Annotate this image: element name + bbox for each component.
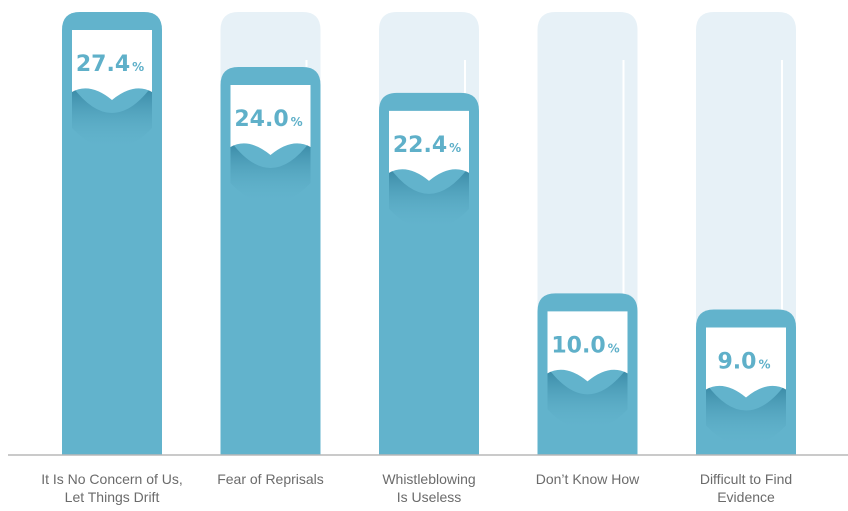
category-label-line: Difficult to Find [700,471,792,487]
book-shadow [389,166,469,230]
value-number: 24.0 [234,107,288,132]
category-label: Don’t Know How [536,471,640,487]
value-unit: % [449,141,461,155]
book-icon [230,84,311,204]
category-label-line: Don’t Know How [536,471,640,487]
category-label-line: Is Useless [397,489,462,505]
category-label: Fear of Reprisals [217,471,324,487]
book-shadow [547,367,628,431]
value-label: 22.4% [393,133,461,158]
book-page [547,311,628,382]
book-shadow [72,86,152,149]
bar-group: 24.0% [220,12,321,456]
bar-group: 27.4% [62,12,162,455]
book-icon [389,110,469,230]
book-page [72,30,152,100]
category-label-line: Fear of Reprisals [217,471,324,487]
book-shadow [230,140,311,204]
value-number: 9.0 [717,349,756,374]
value-number: 27.4 [76,52,130,77]
value-unit: % [291,115,303,129]
bar-group: 9.0% [696,12,796,455]
bar-group: 10.0% [537,12,638,455]
value-label: 9.0% [717,349,770,374]
bars-layer: 27.4 %24.0 %22.4 %10.0 %9.0% [62,12,796,456]
value-unit: % [758,357,770,371]
value-label: 10.0% [551,333,619,358]
category-label-line: It Is No Concern of Us, [41,471,183,487]
value-label: 24.0% [234,107,302,132]
category-label: Difficult to Find Evidence [700,471,792,505]
value-number: 10.0 [551,333,605,358]
category-label-line: Let Things Drift [65,489,160,505]
book-icon [706,327,786,447]
value-label: 27.4% [76,52,144,77]
book-page [230,84,311,155]
category-label-line: Whistleblowing [382,471,475,487]
category-label: Whistleblowing Is Useless [382,471,475,505]
value-number: 22.4 [393,133,447,158]
value-unit: % [132,60,144,74]
bar-group: 22.4% [379,12,479,455]
book-icon [72,30,152,149]
category-labels: It Is No Concern of Us, Let Things Drift F… [41,471,792,505]
value-unit: % [608,341,620,355]
book-icon [547,311,628,431]
category-label: It Is No Concern of Us, Let Things Drift [41,471,183,505]
book-shadow [706,383,786,447]
book-page [389,110,469,181]
category-label-line: Evidence [717,489,775,505]
book-page [706,327,786,398]
